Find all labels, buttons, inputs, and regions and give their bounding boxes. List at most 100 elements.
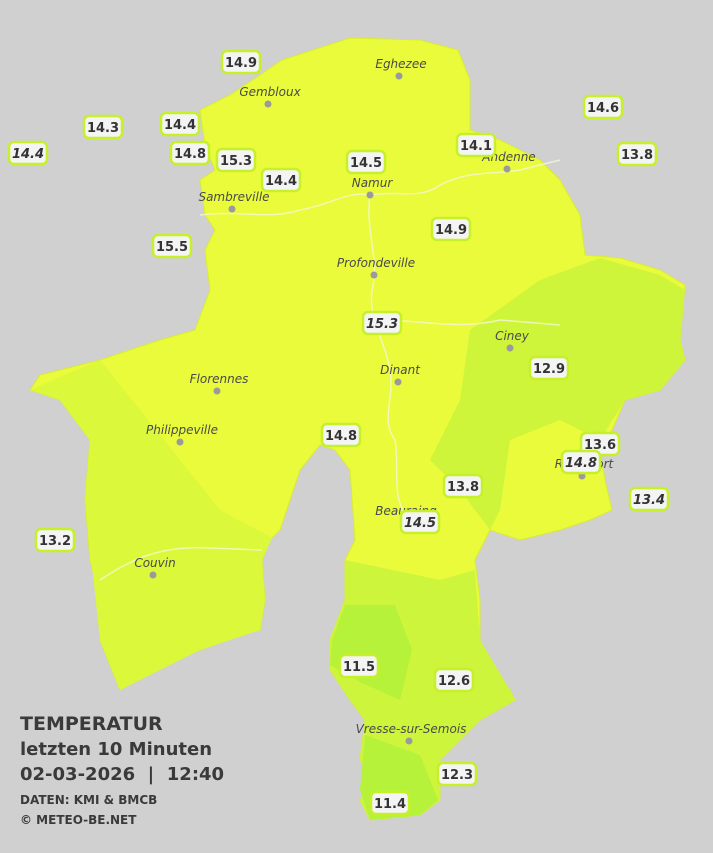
station-value: 15.3 [220,154,252,169]
station-box [82,114,124,140]
zone-west [30,360,272,690]
city-name: Eghezee [375,57,426,71]
city-name: Florennes [190,372,249,386]
station-value: 12.6 [438,674,470,689]
station: 15.3 [361,310,403,336]
station-box [430,216,472,242]
station-box [616,141,658,167]
station-box [433,667,475,693]
city-dot [370,271,378,279]
station: 12.6 [433,667,475,693]
station-box [320,422,362,448]
station: 14.1 [455,132,497,158]
city-dot [149,571,157,579]
station-value: 12.3 [441,768,473,783]
station-value: 14.6 [587,101,619,116]
station-box [628,486,670,512]
station-box [34,527,76,553]
station-value: 14.8 [174,147,206,162]
station-box [528,355,570,381]
city-name: Sambreville [198,190,269,204]
station: 13.8 [616,141,658,167]
station-box [7,140,49,166]
station-value: 14.9 [225,56,257,71]
station-box [455,132,497,158]
city-name: Dinant [380,363,421,377]
station-value: 14.4 [12,147,44,162]
station-value: 14.1 [460,139,492,154]
station: 14.6 [582,94,624,120]
station: 13.2 [34,527,76,553]
station: 14.4 [260,167,302,193]
station-box [151,233,193,259]
legend-source: DATEN: KMI & BMCB [20,793,157,807]
station-box [260,167,302,193]
station-value: 14.4 [164,118,196,133]
station-value: 14.8 [325,429,357,444]
city-dot [213,387,221,395]
legend-datetime: 02-03-2026 | 12:40 [20,764,224,785]
station-value: 13.8 [447,480,479,495]
station: 13.6 [579,431,621,457]
station: 14.9 [430,216,472,242]
city-dot [394,378,402,386]
station-box [436,761,478,787]
station-value: 14.3 [87,121,119,136]
city-name: Couvin [134,556,175,570]
station-box [159,111,201,137]
city-dot [395,72,403,80]
station-value: 12.9 [533,362,565,377]
station-value: 13.8 [621,148,653,163]
station: 13.4 [628,486,670,512]
city-name: Gembloux [239,85,301,99]
station: 14.5 [345,149,387,175]
station-box [369,790,411,816]
station-value: 11.4 [374,797,406,812]
station: 14.8 [169,140,211,166]
station-value: 13.6 [584,438,616,453]
station-box [560,449,602,475]
city-dot [405,737,413,745]
station-value: 13.2 [39,534,71,549]
station: 15.3 [215,147,257,173]
station: 13.8 [442,473,484,499]
station: 12.3 [436,761,478,787]
station: 14.4 [7,140,49,166]
station-box [399,509,441,535]
station-box [169,140,211,166]
station-box [361,310,403,336]
city-name: Philippeville [146,423,218,437]
station-value: 14.9 [435,223,467,238]
station-value: 13.4 [633,493,665,508]
legend-subtitle: letzten 10 Minuten [20,739,212,760]
legend-copyright: © METEO-BE.NET [20,813,137,827]
city-name: Ciney [495,329,530,343]
city-dot [176,438,184,446]
station: 14.9 [220,49,262,75]
legend-title: TEMPERATUR [20,713,163,735]
station-box [215,147,257,173]
city-dot [506,344,514,352]
station-box [442,473,484,499]
city-dot [228,205,236,213]
station: 14.8 [560,449,602,475]
station-box [345,149,387,175]
city-dot [503,165,511,173]
station: 15.5 [151,233,193,259]
station-box [338,653,380,679]
station: 11.5 [338,653,380,679]
city-name: Profondeville [337,256,415,270]
station: 14.4 [159,111,201,137]
station-value: 15.5 [156,240,188,255]
station-box [582,94,624,120]
station: 12.9 [528,355,570,381]
station-value: 11.5 [343,660,375,675]
station: 14.3 [82,114,124,140]
city-name: Namur [352,176,394,190]
station: 14.8 [320,422,362,448]
station-value: 14.4 [265,174,297,189]
station: 14.5 [399,509,441,535]
city-name: Vresse-sur-Semois [356,722,467,736]
